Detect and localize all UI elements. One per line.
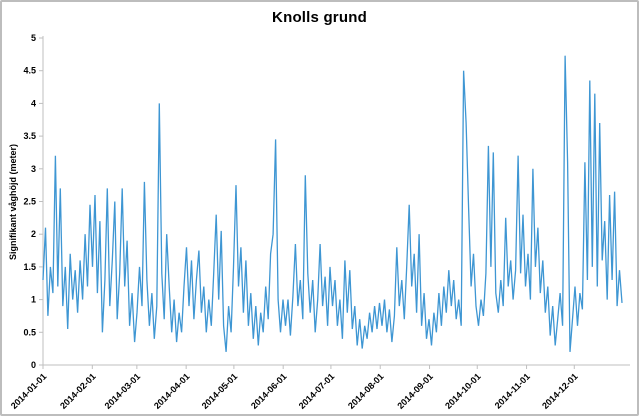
y-tick-label: 2 — [31, 229, 36, 239]
y-tick-label: 5 — [31, 33, 36, 43]
x-tick-label: 2014-12-01 — [540, 371, 580, 411]
y-tick-label: 3 — [31, 164, 36, 174]
y-tick-label: 2.5 — [23, 197, 36, 207]
y-axis-title: Signifikant våghöjd (meter) — [8, 144, 18, 260]
x-tick-label: 2014-07-01 — [297, 371, 337, 411]
x-tick-label: 2014-05-01 — [200, 371, 240, 411]
y-tick-label: 1 — [31, 295, 36, 305]
chart-title: Knolls grund — [272, 9, 367, 26]
y-tick-label: 3.5 — [23, 131, 36, 141]
x-tick-label: 2014-03-01 — [103, 371, 143, 411]
y-tick-label: 4.5 — [23, 66, 36, 76]
x-tick-label: 2014-10-01 — [443, 371, 483, 411]
y-tick-label: 1.5 — [23, 262, 36, 272]
wave-height-series-line — [42, 55, 623, 352]
x-tick-label: 2014-06-01 — [249, 371, 289, 411]
x-tick-label: 2014-08-01 — [346, 371, 386, 411]
x-tick-label: 2014-02-01 — [58, 371, 98, 411]
x-tick-label: 2014-01-01 — [9, 371, 49, 411]
y-tick-label: 4 — [31, 98, 36, 108]
x-tick-label: 2014-09-01 — [395, 371, 435, 411]
y-tick-label: 0.5 — [23, 327, 36, 337]
x-tick-label: 2014-04-01 — [152, 371, 192, 411]
y-tick-label: 0 — [31, 360, 36, 370]
x-tick-label: 2014-11-01 — [493, 371, 532, 410]
